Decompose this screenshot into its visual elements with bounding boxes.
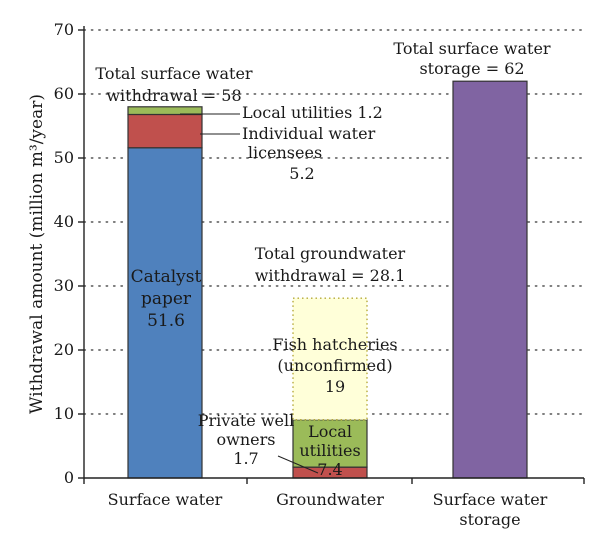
catalyst-paper-label-2: paper [141,289,192,309]
bar-segment-1-1 [292,419,368,468]
bar-segment-0-1 [127,113,203,149]
y-tick-label-60: 60 [54,84,74,103]
labels: Total surface water withdrawal = 58 Total … [95,39,551,479]
total-surface-label-2: withdrawal = 58 [106,86,241,105]
x-tick-label-1-1: Groundwater [276,490,384,509]
y-axis-label: Withdrawal amount (million m³/year) [27,94,47,414]
gw-private-well-label-2: owners [217,430,276,449]
gw-local-utilities-label-1: Local [308,422,352,441]
gw-local-utilities-label-3: 7.4 [317,460,342,479]
bar-segment-2-0 [452,80,528,479]
y-tick-label-70: 70 [54,20,74,39]
catalyst-paper-label-3: 51.6 [147,311,185,331]
total-groundwater-label-2: withdrawal = 28.1 [255,266,406,285]
x-tick-label-0-1: Surface water [108,490,223,509]
bars [127,80,528,479]
x-tick-label-2-1: Surface water [433,490,548,509]
sw-licensees-label-2: licensees [248,143,322,162]
y-tick-label-0: 0 [64,468,74,487]
gw-private-well-leader [277,455,319,474]
sw-licensees-label-1: Individual water [242,124,376,143]
total-groundwater-label-1: Total groundwater [255,244,406,263]
gw-local-utilities-label-2: utilities [299,441,360,460]
x-tick-label-2-2: storage [459,510,520,529]
y-tick-label-20: 20 [54,340,74,359]
y-tick-label-30: 30 [54,276,74,295]
total-surface-label-1: Total surface water [95,64,253,83]
fish-hatcheries-label-2: (unconfirmed) [277,356,392,375]
y-tick-label-40: 40 [54,212,74,231]
gw-private-well-label-1: Private well [198,411,295,430]
fish-hatcheries-label-1: Fish hatcheries [272,335,397,354]
sw-licensees-label-3: 5.2 [289,164,314,183]
total-storage-label-2: storage = 62 [419,59,524,78]
sw-local-utilities-label: Local utilities 1.2 [242,103,383,122]
axes: 0 10 20 30 40 50 60 70 Surface water Groundwater S… [27,20,585,529]
bar-segment-0-2 [127,106,203,116]
y-tick-label-10: 10 [54,404,74,423]
fish-hatcheries-label-3: 19 [325,377,345,396]
bar-segment-0-0 [127,147,203,479]
bar-segment-1-2 [292,297,368,421]
total-storage-label-1: Total surface water [393,39,551,58]
y-tick-label-50: 50 [54,148,74,167]
gw-private-well-label-3: 1.7 [233,449,258,468]
catalyst-paper-label-1: Catalyst [131,267,202,287]
